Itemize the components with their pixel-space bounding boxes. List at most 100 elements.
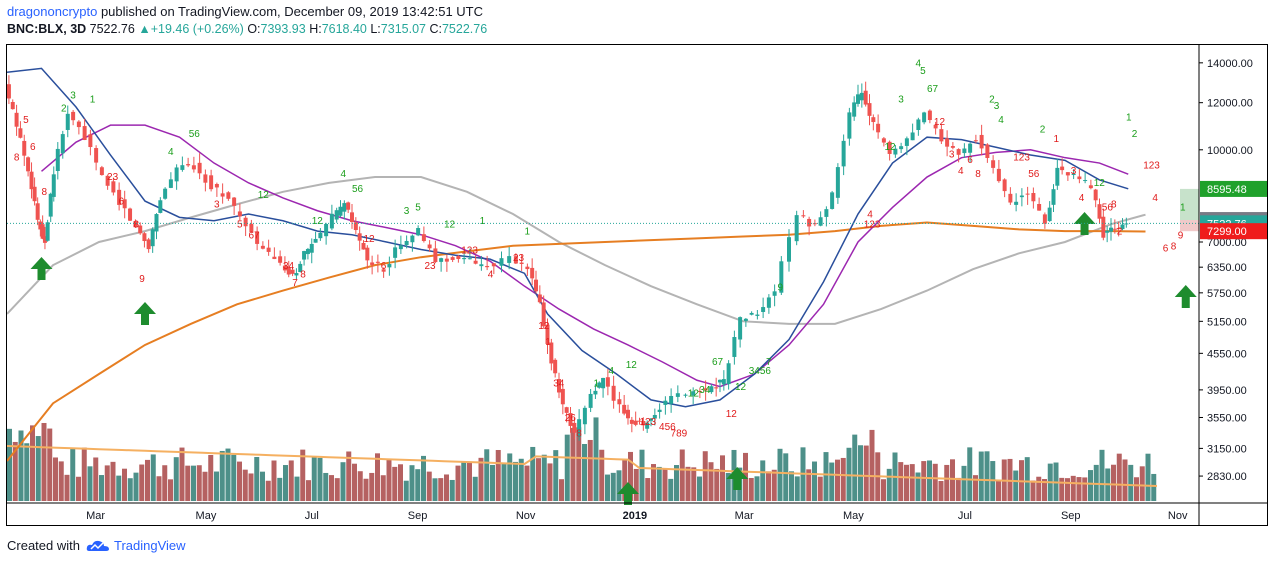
candle-body — [294, 273, 299, 276]
td-count-label: 5 — [920, 66, 926, 77]
td-count-label: 1 — [594, 379, 600, 390]
td-count-label: 123 — [864, 220, 881, 231]
td-count-label: 3 — [70, 90, 76, 101]
volume-bar — [536, 458, 541, 501]
volume-bar — [1128, 464, 1134, 501]
volume-bar — [64, 474, 70, 501]
td-count-label: 4 — [1079, 193, 1085, 204]
candle-body — [48, 193, 53, 217]
high-label: H: — [309, 22, 322, 36]
candle-body — [916, 119, 921, 130]
candle-body — [71, 111, 76, 121]
td-count-label: 123 — [640, 417, 657, 428]
candle-body — [1002, 179, 1007, 192]
td-count-label: 8 — [1171, 241, 1177, 252]
volume-bar — [53, 457, 58, 501]
volume-bar — [323, 472, 329, 501]
volume-bar — [340, 462, 346, 501]
volume-bar — [777, 448, 783, 501]
candle-body — [867, 103, 872, 116]
volume-bar — [835, 459, 840, 501]
td-count-label: 8 — [300, 270, 306, 281]
volume-bar — [564, 434, 570, 501]
candle-body — [577, 419, 582, 438]
td-count-label: 12 — [934, 117, 946, 128]
candle-body — [691, 391, 696, 396]
candle-body — [726, 363, 731, 385]
td-count-label: 12 — [626, 360, 638, 371]
td-count-label: 12 — [735, 382, 747, 393]
candle-body — [35, 203, 40, 220]
td-count-label: 2 — [989, 95, 995, 106]
volume-bar — [967, 447, 973, 501]
candle-body — [560, 388, 565, 405]
candle-body — [629, 419, 634, 424]
time-axis-label: Sep — [1061, 510, 1081, 522]
volume-bar — [915, 472, 921, 501]
candle-body — [76, 121, 81, 128]
ma-purple-line — [41, 124, 1129, 388]
candle-body — [324, 224, 329, 237]
volume-bar — [582, 443, 587, 501]
td-count-label: 1 — [1126, 113, 1132, 124]
volume-bar — [852, 434, 858, 501]
volume-bar — [145, 459, 150, 501]
volume-bar — [501, 463, 507, 501]
price-marker-box — [1200, 180, 1267, 197]
change-text: +19.46 (+0.26%) — [150, 22, 244, 36]
candle-body — [158, 200, 163, 213]
change-value: ▲+19.46 (+0.26%) — [138, 22, 244, 36]
volume-bar — [714, 468, 720, 501]
td-count-label: 2 — [1132, 129, 1138, 140]
candle-body — [191, 165, 196, 170]
candle-body — [794, 215, 799, 242]
candle-body — [593, 390, 598, 395]
volume-bar — [973, 475, 978, 501]
candle-body — [572, 422, 577, 433]
candle-body — [346, 202, 351, 210]
volume-bar — [81, 447, 87, 501]
volume-bar — [116, 475, 122, 501]
volume-bar — [984, 451, 990, 501]
candle-body — [922, 112, 927, 123]
chart-area[interactable]: 8 5 6 8 2 3 1 23 6 8 9 4 56 3 5 67 12 34 7 8 12 4 56 12 6 3 5 23 12 1… — [6, 44, 1268, 526]
candle-body — [513, 256, 518, 264]
candle-body — [818, 217, 823, 226]
candle-body — [1037, 204, 1042, 211]
volume-bar — [628, 451, 633, 501]
candle-body — [530, 267, 535, 279]
candle-body — [1105, 230, 1110, 233]
volume-bar — [254, 456, 260, 501]
candle-body — [887, 141, 892, 154]
candle-body — [473, 260, 478, 264]
candle-body — [26, 157, 31, 172]
tradingview-link[interactable]: TradingView — [113, 538, 186, 553]
volume-bar — [288, 460, 294, 501]
candle-body — [266, 247, 271, 252]
target-zone-green — [1180, 188, 1199, 221]
volume-bar — [162, 465, 168, 501]
author-link[interactable]: dragononcrypto — [7, 4, 98, 19]
candle-body — [260, 245, 265, 249]
volume-bar — [622, 460, 628, 501]
symbol-label[interactable]: BNC:BLX, 3D — [7, 22, 87, 36]
published-text: published on TradingView.com, December 0… — [97, 4, 484, 19]
candle-body — [1116, 227, 1121, 229]
candle-body — [881, 138, 886, 143]
volume-bar — [599, 449, 605, 501]
candle-body — [1014, 201, 1019, 205]
volume-bar — [357, 471, 363, 501]
price-tick-label: 3550.00 — [1207, 412, 1247, 424]
candle-body — [1088, 185, 1093, 189]
volume-bar — [248, 473, 254, 501]
candle-body — [743, 318, 748, 321]
td-count-label: 34 — [699, 385, 711, 396]
volume-bar — [421, 455, 426, 501]
volume-bar — [191, 465, 196, 501]
candle-body — [290, 269, 295, 274]
candle-body — [387, 264, 392, 268]
volume-bar — [863, 445, 869, 501]
td-count-label: 5 — [237, 220, 243, 231]
candle-body — [99, 167, 104, 176]
